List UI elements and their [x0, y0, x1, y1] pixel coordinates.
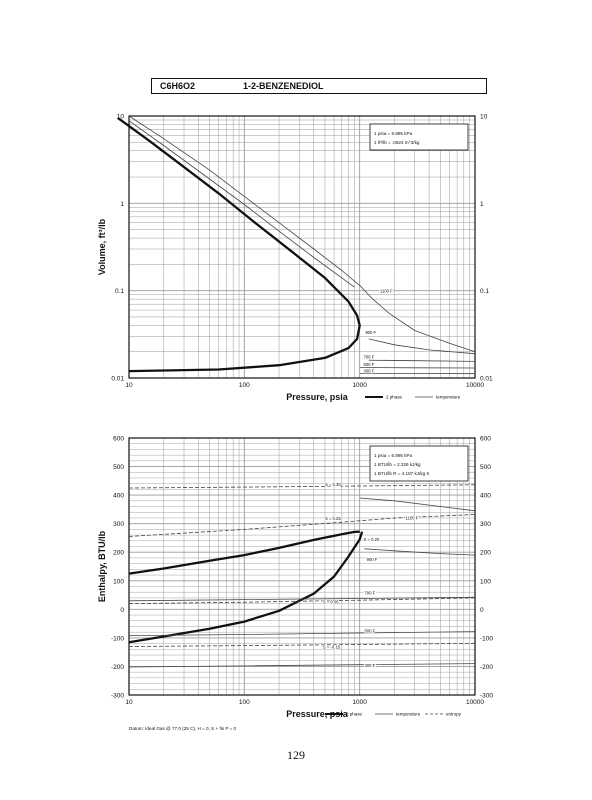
y-tick-label-left: -200: [111, 664, 124, 671]
y-tick-label-right: 200: [480, 550, 491, 557]
y-tick-label-right: 500: [480, 464, 491, 471]
y-tick-label-left: 100: [113, 578, 124, 585]
chart-1: 10 100 1000 10000 10 10 1 1 0.1 0.1 0.01 0.01 Pressu…: [97, 114, 493, 403]
x-axis-label: Pressure, psia: [286, 709, 349, 719]
compound-title-box: C6H6O2 1-2-BENZENEDIOL: [151, 78, 487, 94]
series-line-dashed: [128, 484, 476, 489]
x-axis-label: Pressure, psia: [286, 392, 349, 402]
x-tick-label: 1000: [352, 382, 367, 389]
compound-formula: C6H6O2: [160, 81, 196, 91]
y-tick-label-right: -200: [480, 664, 493, 671]
legend-label: 2 phase: [346, 712, 363, 717]
y-tick-label-right: -100: [480, 635, 493, 642]
conversion-text: 1 psia = 6.895 kPa: [374, 131, 413, 136]
legend-label: temperature: [436, 395, 461, 400]
curve-annotation: 1100 F: [380, 289, 393, 294]
curve-annotation: 700 F: [364, 590, 375, 595]
y-tick-label-right: 0.01: [480, 376, 493, 383]
y-tick-label-left: 0.01: [111, 376, 124, 383]
series-line-thin: [128, 596, 476, 602]
series-line-thin: [128, 120, 355, 288]
conversion-box: [369, 445, 469, 482]
curve-annotation: 1100 F: [406, 515, 419, 520]
curve-annotation: S = 0.05: [323, 600, 339, 605]
y-tick-label-left: 10: [117, 114, 125, 121]
conversion-box: [369, 123, 469, 151]
y-tick-label-right: 100: [480, 578, 491, 585]
series-line-thin: [359, 367, 476, 369]
y-tick-label-left: 200: [113, 550, 124, 557]
x-tick-label: 100: [239, 699, 250, 706]
y-tick-label-left: 600: [113, 436, 124, 443]
curve-annotation: 900 F: [367, 557, 378, 562]
y-axis-label: Enthalpy, BTU/lb: [97, 530, 107, 602]
legend-label: entropy: [446, 712, 462, 717]
x-tick-label: 10: [125, 382, 133, 389]
y-tick-label-right: 300: [480, 521, 491, 528]
y-tick-label-left: 0.1: [115, 288, 124, 295]
y-tick-label-right: 10: [480, 114, 488, 121]
y-tick-label-right: 0.1: [480, 288, 489, 295]
curve-annotation: 300 F: [364, 663, 375, 668]
series-line-thick: [128, 531, 364, 644]
curve-annotation: 700 F: [364, 354, 375, 359]
y-tick-label-left: -300: [111, 693, 124, 700]
series-line-dashed: [128, 642, 476, 647]
curve-annotation: S = 0.20: [364, 537, 380, 542]
series-line-thin: [128, 631, 476, 636]
conversion-text: 1 BTU/lb R = 4.187 kJ/kg K: [374, 471, 430, 476]
page-number: 129: [287, 748, 305, 762]
x-tick-label: 1000: [352, 699, 367, 706]
series-line-thick: [128, 530, 360, 575]
y-tick-label-left: 400: [113, 493, 124, 500]
series-line-thin: [368, 359, 476, 362]
curve-annotation: S = 0.30: [325, 482, 341, 487]
legend-label: temperature: [396, 712, 421, 717]
series-line-thin: [128, 115, 476, 353]
curve-annotation: 900 F: [365, 330, 376, 335]
x-tick-label: 10: [125, 699, 133, 706]
series-line-thin: [368, 338, 476, 355]
curve-annotation: 300 F: [364, 368, 375, 373]
y-tick-label-left: 1: [120, 201, 124, 208]
compound-name: 1-2-BENZENEDIOL: [243, 81, 324, 91]
x-tick-label: 10000: [466, 699, 484, 706]
y-tick-label-right: -300: [480, 693, 493, 700]
y-tick-label-left: 300: [113, 521, 124, 528]
curve-annotation: S = -0.15: [323, 645, 341, 650]
plot-frame: [128, 115, 476, 379]
series-line-thin: [359, 497, 476, 512]
conversion-text: 1 psia = 6.895 kPa: [374, 453, 413, 458]
series-line-dashed: [128, 597, 476, 604]
y-tick-label-right: 0: [480, 607, 484, 614]
series-line-dashed: [128, 514, 476, 537]
datum-footnote: Datum: Ideal Gas @ 77.0 (25 C), H = 0, S…: [129, 726, 237, 731]
curve-annotation: 500 F: [364, 629, 375, 634]
conversion-text: 1 ft³/lb = .0624 m^3/kg: [374, 140, 420, 145]
series-line-thin: [364, 548, 476, 556]
y-tick-label-left: -100: [111, 635, 124, 642]
y-tick-label-right: 1: [480, 201, 484, 208]
curve-annotation: S = 0.25: [325, 516, 341, 521]
x-tick-label: 10000: [466, 382, 484, 389]
series-line-thin: [128, 663, 476, 668]
y-tick-label-right: 400: [480, 493, 491, 500]
y-axis-label: Volume, ft³/lb: [97, 218, 107, 275]
x-tick-label: 100: [239, 382, 250, 389]
legend-label: 2 phase: [386, 395, 403, 400]
curve-annotation: 500 F: [364, 362, 375, 367]
conversion-text: 1 BTU/lb = 2.326 kJ/kg: [374, 462, 421, 467]
plot-frame: [128, 437, 476, 696]
series-line-thick: [117, 116, 361, 373]
y-tick-label-left: 0: [120, 607, 124, 614]
y-tick-label-right: 600: [480, 436, 491, 443]
y-tick-label-left: 500: [113, 464, 124, 471]
